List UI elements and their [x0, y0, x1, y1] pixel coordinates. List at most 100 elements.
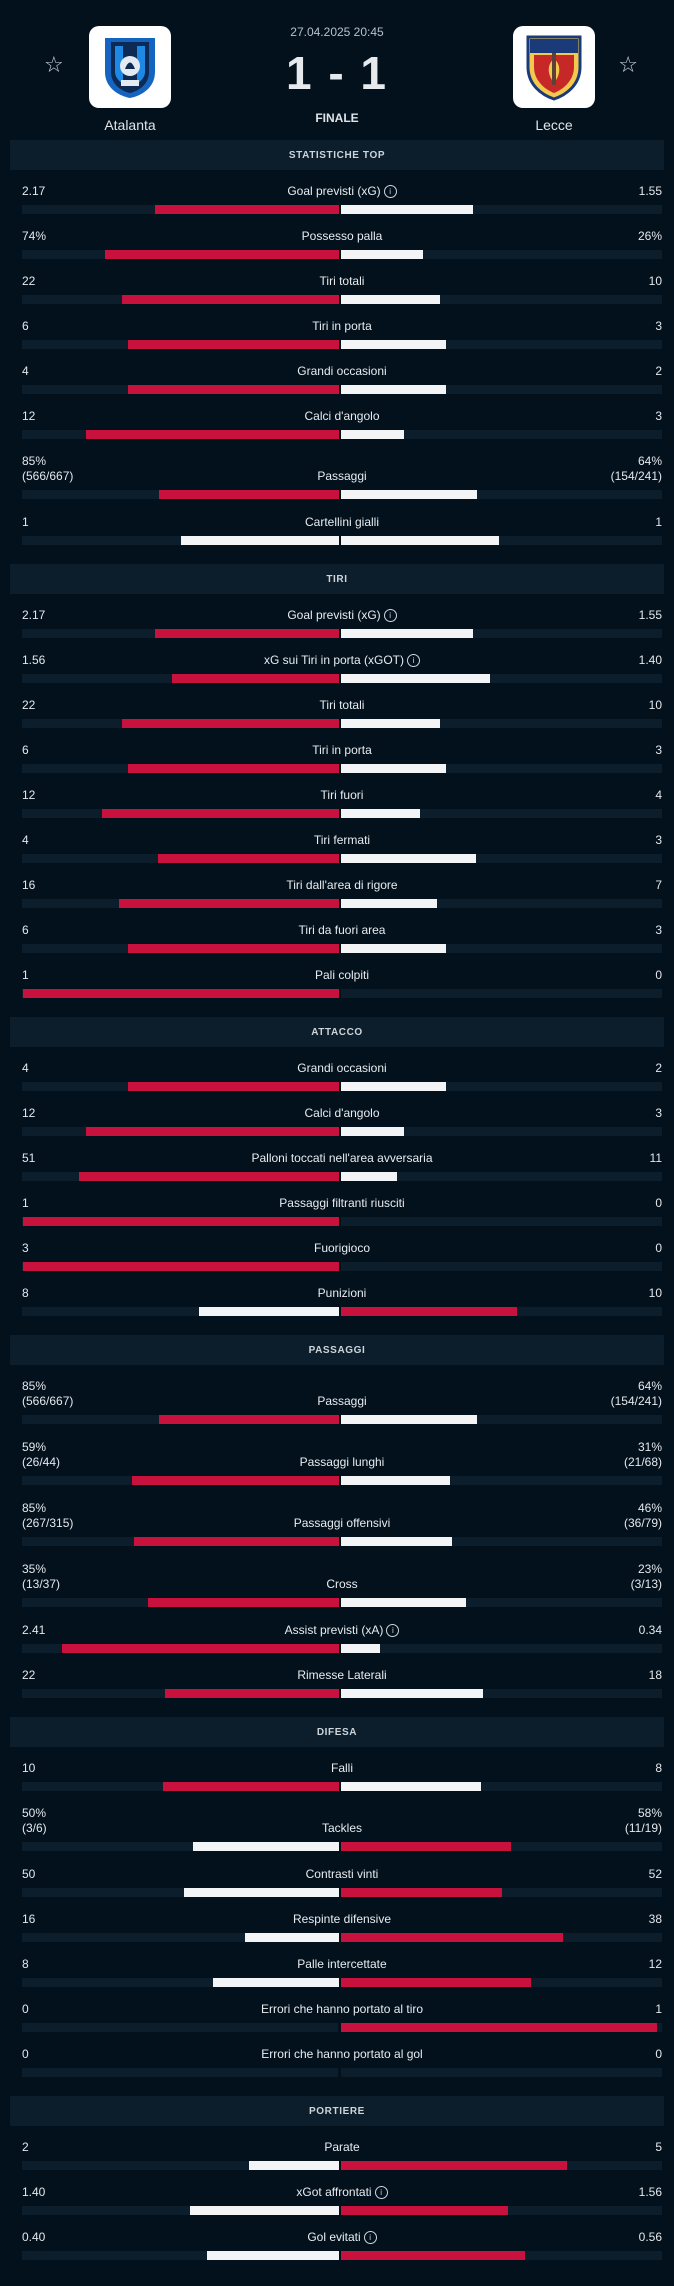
stat-label: Passaggi offensivi: [22, 1516, 662, 1530]
away-bar-track: [341, 430, 662, 439]
away-value-main: 7: [655, 878, 662, 892]
away-value-main: 0.56: [638, 2230, 662, 2244]
away-value-main: 64%: [637, 1379, 662, 1393]
section-header: TIRI: [10, 564, 664, 594]
home-value-main: 10: [22, 1761, 36, 1775]
home-value: 1: [22, 968, 29, 983]
stat-row[interactable]: 1 Passaggi filtranti riusciti 0: [22, 1188, 662, 1233]
home-bar-fill: [128, 944, 339, 953]
home-value-main: 1.56: [22, 653, 46, 667]
info-icon[interactable]: i: [386, 1624, 400, 1638]
home-value-detail: (566/667): [22, 469, 74, 483]
stat-row[interactable]: 50% (3/6) Tackles 58% (11/19): [22, 1798, 662, 1859]
match-score: 1 - 1: [285, 47, 389, 99]
home-bar-fill: [105, 250, 339, 259]
away-team-name[interactable]: Lecce: [535, 117, 573, 133]
stat-row[interactable]: 22 Tiri totali 10: [22, 690, 662, 735]
stat-label: Grandi occasioni: [22, 1061, 662, 1075]
stat-row[interactable]: 12 Calci d'angolo 3: [22, 1098, 662, 1143]
stat-row[interactable]: 74% Possesso palla 26%: [22, 221, 662, 266]
stat-row[interactable]: 85% (566/667) Passaggi 64% (154/241): [22, 446, 662, 507]
stat-row[interactable]: 2.17 Goal previsti (xG) i 1.55: [22, 176, 662, 221]
home-bar-fill: [155, 629, 339, 638]
stat-row[interactable]: 8 Palle intercettate 12: [22, 1949, 662, 1994]
home-value: 1: [22, 515, 29, 530]
stat-row[interactable]: 8 Punizioni 10: [22, 1278, 662, 1323]
stat-row[interactable]: 59% (26/44) Passaggi lunghi 31% (21/68): [22, 1432, 662, 1493]
away-value-main: 0: [655, 968, 662, 982]
away-value: 52: [649, 1867, 662, 1882]
stat-row[interactable]: 51 Palloni toccati nell'area avversaria 11: [22, 1143, 662, 1188]
stat-row[interactable]: 1.56 xG sui Tiri in porta (xGOT) i 1.40: [22, 645, 662, 690]
stat-row[interactable]: 0 Errori che hanno portato al tiro 1: [22, 1994, 662, 2039]
stat-label-text: Tiri fermati: [313, 833, 371, 847]
stat-row[interactable]: 12 Tiri fuori 4: [22, 780, 662, 825]
info-icon[interactable]: i: [383, 609, 397, 623]
stat-label: Grandi occasioni: [22, 364, 662, 378]
home-value-main: 22: [22, 274, 36, 288]
stat-row[interactable]: 1.40 xGot affrontati i 1.56: [22, 2177, 662, 2222]
stat-label-text: Parate: [324, 2140, 360, 2154]
home-value: 0.40: [22, 2230, 45, 2245]
away-bar-track: [341, 1644, 662, 1653]
stat-row[interactable]: 2 Parate 5: [22, 2132, 662, 2177]
away-value-main: 10: [648, 698, 662, 712]
favorite-away-star-icon[interactable]: ☆: [618, 52, 638, 77]
info-icon[interactable]: i: [363, 2231, 377, 2245]
stat-label: Punizioni: [22, 1286, 662, 1300]
home-bar-fill: [62, 1644, 339, 1653]
stat-row[interactable]: 16 Respinte difensive 38: [22, 1904, 662, 1949]
home-value: 51: [22, 1151, 35, 1166]
stat-row[interactable]: 16 Tiri dall'area di rigore 7: [22, 870, 662, 915]
away-value-main: 0.34: [638, 1623, 662, 1637]
stat-row[interactable]: 85% (566/667) Passaggi 64% (154/241): [22, 1371, 662, 1432]
stat-row[interactable]: 3 Fuorigioco 0: [22, 1233, 662, 1278]
home-bar-fill: [249, 2161, 339, 2170]
stat-bar: [22, 2068, 662, 2077]
atalanta-logo[interactable]: [89, 26, 171, 108]
stat-row[interactable]: 2.17 Goal previsti (xG) i 1.55: [22, 600, 662, 645]
stat-row[interactable]: 2.41 Assist previsti (xA) i 0.34: [22, 1615, 662, 1660]
stat-row[interactable]: 6 Tiri in porta 3: [22, 311, 662, 356]
away-bar-track: [341, 536, 662, 545]
stat-row[interactable]: 50 Contrasti vinti 52: [22, 1859, 662, 1904]
home-value-main: 16: [22, 878, 36, 892]
section-body: 2.17 Goal previsti (xG) i 1.55 1.56 xG sui Ti…: [0, 594, 674, 1017]
stat-row[interactable]: 1 Cartellini gialli 1: [22, 507, 662, 552]
home-value: 12: [22, 788, 35, 803]
stat-row[interactable]: 4 Grandi occasioni 2: [22, 1053, 662, 1098]
stat-bar: [22, 2206, 662, 2215]
away-value: 1.55: [639, 608, 662, 623]
stat-row[interactable]: 22 Tiri totali 10: [22, 266, 662, 311]
home-value: 74%: [22, 229, 46, 244]
home-bar-fill: [23, 1262, 339, 1271]
away-bar-track: [341, 854, 662, 863]
stat-row[interactable]: 10 Falli 8: [22, 1753, 662, 1798]
home-value: 22: [22, 274, 35, 289]
stat-label-text: Rimesse Laterali: [297, 1668, 387, 1682]
stat-row[interactable]: 6 Tiri in porta 3: [22, 735, 662, 780]
info-icon[interactable]: i: [374, 2186, 388, 2200]
stat-row[interactable]: 4 Tiri fermati 3: [22, 825, 662, 870]
stat-row[interactable]: 4 Grandi occasioni 2: [22, 356, 662, 401]
info-icon[interactable]: i: [407, 654, 421, 668]
stat-row[interactable]: 12 Calci d'angolo 3: [22, 401, 662, 446]
stat-row[interactable]: 22 Rimesse Laterali 18: [22, 1660, 662, 1705]
stat-row[interactable]: 0.40 Gol evitati i 0.56: [22, 2222, 662, 2267]
home-value: 35% (13/37): [22, 1562, 60, 1592]
home-value: 1.56: [22, 653, 45, 668]
favorite-home-star-icon[interactable]: ☆: [44, 52, 64, 77]
stat-row[interactable]: 0 Errori che hanno portato al gol 0: [22, 2039, 662, 2084]
home-value: 8: [22, 1957, 29, 1972]
stat-row[interactable]: 85% (267/315) Passaggi offensivi 46% (36/79): [22, 1493, 662, 1554]
stat-row[interactable]: 35% (13/37) Cross 23% (3/13): [22, 1554, 662, 1615]
away-value: 5: [655, 2140, 662, 2155]
stat-row[interactable]: 6 Tiri da fuori area 3: [22, 915, 662, 960]
stat-bar: [22, 536, 662, 545]
lecce-logo[interactable]: [513, 26, 595, 108]
away-value-main: 23%: [637, 1562, 662, 1576]
home-team-name[interactable]: Atalanta: [104, 117, 156, 133]
info-icon[interactable]: i: [383, 185, 397, 199]
stat-row[interactable]: 1 Pali colpiti 0: [22, 960, 662, 1005]
home-bar-fill: [23, 989, 339, 998]
